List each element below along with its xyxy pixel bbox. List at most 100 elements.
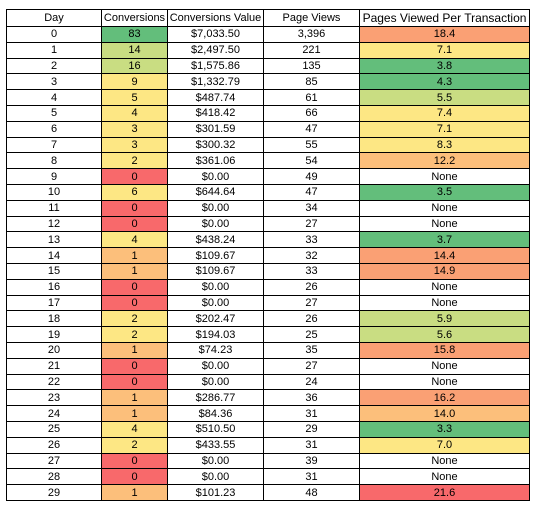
conversions-cell: 0 (101, 278, 168, 296)
table-row: 24 1 $84.36 31 14.0 (6, 405, 530, 422)
table-row: 8 2 $361.06 54 12.2 (6, 152, 530, 170)
conversions-value-cell: $2,497.50 (167, 41, 264, 59)
pages-per-transaction-cell: 5.9 (359, 310, 530, 328)
conversions-value-cell: $1,575.86 (167, 57, 264, 75)
conversions-value-cell: $361.06 (167, 152, 264, 170)
page-views-cell: 35 (263, 341, 360, 359)
pages-per-transaction-cell: 14.0 (359, 405, 530, 422)
conversions-value-cell: $0.00 (167, 373, 264, 391)
pages-per-transaction-cell: None (359, 373, 530, 391)
pages-per-transaction-cell: 3.5 (359, 183, 530, 201)
conversions-value-cell: $433.55 (167, 436, 264, 454)
conversions-cell: 3 (101, 136, 168, 154)
conversions-value-cell: $286.77 (167, 389, 264, 407)
page-views-cell: 48 (263, 484, 360, 501)
conversions-value-cell: $487.74 (167, 89, 264, 106)
table-row: 1 14 $2,497.50 221 7.1 (6, 41, 530, 59)
conversions-value-cell: $0.00 (167, 278, 264, 296)
day-cell: 8 (6, 152, 102, 170)
day-cell: 5 (6, 104, 102, 122)
pages-per-transaction-cell: 14.9 (359, 262, 530, 280)
conversions-value-cell: $0.00 (167, 199, 264, 217)
page-views-cell: 54 (263, 152, 360, 170)
table-row: 18 2 $202.47 26 5.9 (6, 310, 530, 328)
conversions-value-cell: $300.32 (167, 136, 264, 154)
header-conversions-value: Conversions Value (167, 9, 264, 27)
day-cell: 25 (6, 420, 102, 438)
page-views-cell: 221 (263, 41, 360, 59)
conversions-value-cell: $109.67 (167, 262, 264, 280)
day-cell: 15 (6, 262, 102, 280)
conversions-cell: 4 (101, 231, 168, 249)
day-cell: 1 (6, 41, 102, 59)
page-views-cell: 24 (263, 373, 360, 391)
page-views-cell: 55 (263, 136, 360, 154)
table-row: 26 2 $433.55 31 7.0 (6, 436, 530, 454)
conversions-cell: 1 (101, 389, 168, 407)
pages-per-transaction-cell: 18.4 (359, 26, 530, 43)
conversions-cell: 83 (101, 26, 168, 43)
conversions-cell: 4 (101, 420, 168, 438)
conversions-cell: 0 (101, 294, 168, 312)
table-row: 19 2 $194.03 25 5.6 (6, 326, 530, 343)
pages-per-transaction-cell: None (359, 168, 530, 185)
conversions-cell: 2 (101, 326, 168, 343)
day-cell: 10 (6, 183, 102, 201)
table-row: 2 16 $1,575.86 135 3.8 (6, 57, 530, 75)
page-views-cell: 31 (263, 468, 360, 486)
table-row: 12 0 $0.00 27 None (6, 215, 530, 233)
pages-per-transaction-cell: 5.6 (359, 326, 530, 343)
pages-per-transaction-cell: 21.6 (359, 484, 530, 501)
page-views-cell: 31 (263, 436, 360, 454)
day-cell: 14 (6, 247, 102, 264)
table-row: 27 0 $0.00 39 None (6, 452, 530, 470)
table-row: 21 0 $0.00 27 None (6, 357, 530, 375)
conversions-value-cell: $84.36 (167, 405, 264, 422)
page-views-cell: 3,396 (263, 26, 360, 43)
day-cell: 3 (6, 73, 102, 91)
page-views-cell: 39 (263, 452, 360, 470)
day-cell: 11 (6, 199, 102, 217)
page-views-cell: 29 (263, 420, 360, 438)
pages-per-transaction-cell: None (359, 294, 530, 312)
conversions-value-cell: $194.03 (167, 326, 264, 343)
day-cell: 24 (6, 405, 102, 422)
conversions-value-cell: $0.00 (167, 294, 264, 312)
day-cell: 18 (6, 310, 102, 328)
page-views-cell: 26 (263, 310, 360, 328)
table-row: 25 4 $510.50 29 3.3 (6, 420, 530, 438)
day-cell: 20 (6, 341, 102, 359)
day-cell: 23 (6, 389, 102, 407)
conversions-value-cell: $0.00 (167, 215, 264, 233)
table-row: 20 1 $74.23 35 15.8 (6, 341, 530, 359)
pages-per-transaction-cell: None (359, 278, 530, 296)
page-views-cell: 36 (263, 389, 360, 407)
day-cell: 0 (6, 26, 102, 43)
table-row: 28 0 $0.00 31 None (6, 468, 530, 486)
conversions-value-cell: $109.67 (167, 247, 264, 264)
pages-per-transaction-cell: 14.4 (359, 247, 530, 264)
pages-per-transaction-cell: 3.3 (359, 420, 530, 438)
table-row: 15 1 $109.67 33 14.9 (6, 262, 530, 280)
header-pages-per-transaction: Pages Viewed Per Transaction (359, 9, 530, 27)
conversions-cell: 0 (101, 468, 168, 486)
conversions-value-cell: $301.59 (167, 120, 264, 138)
pages-per-transaction-cell: 3.8 (359, 57, 530, 75)
conversions-cell: 9 (101, 73, 168, 91)
conversions-cell: 2 (101, 152, 168, 170)
conversions-value-cell: $101.23 (167, 484, 264, 501)
day-cell: 9 (6, 168, 102, 185)
table-row: 13 4 $438.24 33 3.7 (6, 231, 530, 249)
page-views-cell: 61 (263, 89, 360, 106)
pages-per-transaction-cell: 8.3 (359, 136, 530, 154)
day-cell: 28 (6, 468, 102, 486)
conversions-value-cell: $0.00 (167, 452, 264, 470)
conversions-cell: 3 (101, 120, 168, 138)
day-cell: 17 (6, 294, 102, 312)
header-row: Day Conversions Conversions Value Page V… (6, 9, 530, 27)
table-row: 11 0 $0.00 34 None (6, 199, 530, 217)
pages-per-transaction-cell: 16.2 (359, 389, 530, 407)
day-cell: 27 (6, 452, 102, 470)
header-page-views: Page Views (263, 9, 360, 27)
pages-per-transaction-cell: 15.8 (359, 341, 530, 359)
